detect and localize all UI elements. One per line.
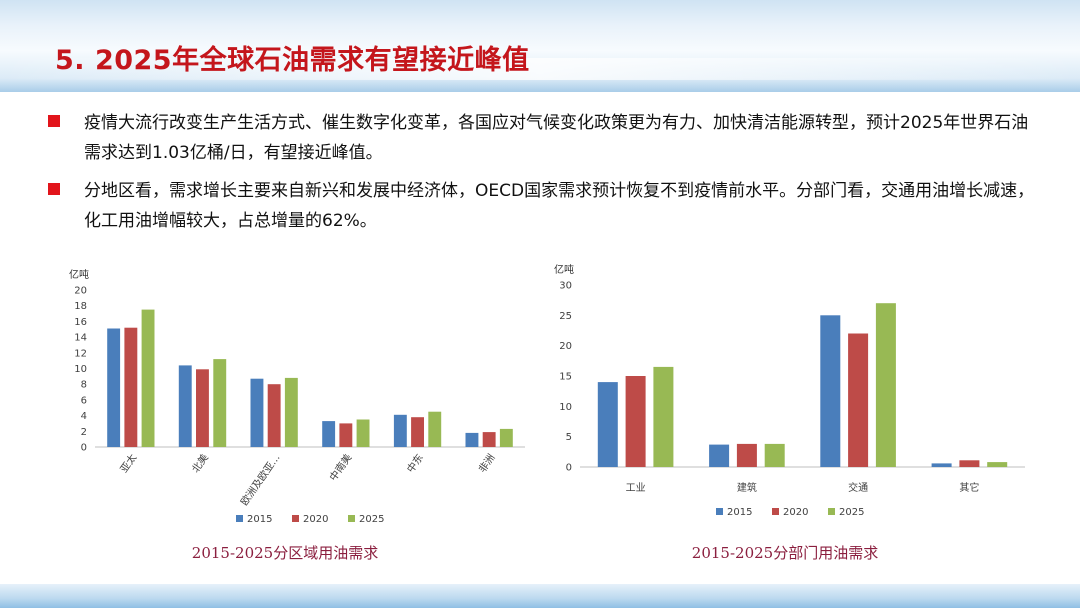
bar-2015-中南美 — [322, 421, 336, 447]
bullet-list: 疫情大流行改变生产生活方式、催生数字化变革，各国应对气候变化政策更为有力、加快清… — [48, 108, 1038, 244]
legend-label: 2020 — [783, 507, 808, 518]
legend-label: 2025 — [359, 514, 384, 525]
bar-2025-亚太 — [141, 309, 155, 447]
bar-2015-中东 — [393, 414, 407, 447]
bar-2015-工业 — [597, 382, 618, 467]
y-tick-label: 20 — [559, 341, 572, 352]
x-tick-label: 中东 — [404, 451, 426, 475]
x-tick-label: 亚太 — [117, 451, 139, 475]
y-tick-label: 18 — [74, 301, 87, 312]
y-tick-label: 10 — [559, 402, 572, 413]
x-tick-label: 工业 — [626, 482, 646, 494]
legend-swatch-2020 — [772, 508, 779, 515]
bar-2020-工业 — [625, 376, 646, 467]
bar-2015-建筑 — [709, 444, 730, 467]
y-tick-label: 16 — [74, 317, 87, 328]
region-chart-svg: 亿吨 0 2 4 6 8 10 12 14 16 18 20 亚太 北美 欧洲及欧亚… 中南美 中东 非洲 2015… — [69, 268, 525, 525]
legend-label: 2025 — [839, 507, 864, 518]
x-tick-label: 中南美 — [326, 451, 354, 483]
bullet-item: 疫情大流行改变生产生活方式、催生数字化变革，各国应对气候变化政策更为有力、加快清… — [48, 108, 1038, 168]
bar-2025-北美 — [213, 359, 227, 447]
bar-2015-亚太 — [107, 328, 121, 447]
legend-label: 2020 — [303, 514, 328, 525]
x-tick-label: 北美 — [189, 451, 211, 475]
bullet-text: 疫情大流行改变生产生活方式、催生数字化变革，各国应对气候变化政策更为有力、加快清… — [84, 113, 1029, 163]
slide-title: 5. 2025年全球石油需求有望接近峰值 — [55, 45, 530, 76]
y-tick-label: 0 — [81, 443, 87, 454]
y-tick-label: 20 — [74, 286, 87, 297]
bar-2025-工业 — [653, 366, 674, 467]
y-tick-label: 25 — [559, 311, 572, 322]
bar-2025-中南美 — [356, 419, 370, 447]
bullet-item: 分地区看，需求增长主要来自新兴和发展中经济体，OECD国家需求预计恢复不到疫情前… — [48, 176, 1038, 236]
y-tick-label: 0 — [566, 463, 572, 474]
y-tick-label: 10 — [74, 364, 87, 375]
y-axis-unit: 亿吨 — [69, 268, 89, 281]
y-axis-unit: 亿吨 — [554, 263, 574, 276]
y-tick-label: 15 — [559, 372, 572, 383]
bullet-text: 分地区看，需求增长主要来自新兴和发展中经济体，OECD国家需求预计恢复不到疫情前… — [84, 181, 1035, 231]
bar-2020-非洲 — [482, 432, 496, 447]
bar-2020-亚太 — [124, 327, 138, 447]
x-tick-label: 其它 — [959, 481, 979, 494]
legend-swatch-2025 — [828, 508, 835, 515]
banner-sheen — [0, 58, 1080, 80]
y-tick-label: 8 — [81, 380, 87, 391]
bar-2020-中南美 — [339, 423, 353, 447]
title-banner — [0, 0, 1080, 92]
x-tick-label: 非洲 — [476, 452, 497, 475]
y-tick-label: 12 — [74, 348, 87, 359]
sector-chart-title: 2015-2025分部门用油需求 — [691, 544, 879, 562]
bar-2025-非洲 — [499, 428, 513, 447]
legend-swatch-2025 — [348, 515, 355, 522]
x-tick-label: 欧洲及欧亚… — [238, 452, 282, 508]
bar-2020-欧洲及欧亚 — [267, 384, 281, 447]
y-tick-label: 4 — [81, 411, 87, 422]
y-tick-label: 5 — [566, 432, 572, 443]
y-tick-label: 2 — [81, 427, 87, 438]
bar-2025-中东 — [428, 411, 442, 447]
bar-2015-欧洲及欧亚 — [250, 378, 264, 447]
bar-2025-建筑 — [764, 443, 785, 467]
legend-swatch-2015 — [236, 515, 243, 522]
bar-2025-交通 — [875, 303, 896, 467]
square-bullet-icon — [48, 115, 60, 127]
bar-2020-北美 — [196, 369, 209, 447]
legend-label: 2015 — [247, 514, 272, 525]
region-demand-chart: 亿吨 0 2 4 6 8 10 12 14 16 18 20 亚太 北美 欧洲及欧亚… 中南美 中东 非洲 2015… — [45, 262, 525, 562]
y-tick-label: 6 — [81, 395, 87, 406]
legend-swatch-2020 — [292, 515, 299, 522]
sector-demand-chart: 亿吨 0 5 10 15 20 25 30 工业 建筑 交通 其它 2015 2020 2025 2015-… — [530, 256, 1040, 562]
bar-2015-其它 — [931, 463, 952, 467]
footer-band — [0, 584, 1080, 608]
y-tick-label: 14 — [74, 333, 87, 344]
bar-2015-非洲 — [465, 432, 479, 447]
y-tick-label: 30 — [559, 281, 572, 292]
bar-2020-其它 — [959, 460, 980, 467]
bar-2025-其它 — [987, 462, 1008, 467]
bar-2015-北美 — [178, 365, 192, 447]
x-tick-label: 交通 — [848, 481, 868, 494]
legend-swatch-2015 — [716, 508, 723, 515]
region-chart-title: 2015-2025分区域用油需求 — [191, 544, 379, 562]
legend-label: 2015 — [727, 507, 752, 518]
bar-2015-交通 — [820, 315, 841, 467]
bar-2020-交通 — [848, 333, 869, 467]
x-tick-label: 建筑 — [737, 481, 757, 494]
bar-2025-欧洲及欧亚 — [284, 377, 298, 447]
square-bullet-icon — [48, 183, 60, 195]
bar-2020-中东 — [411, 417, 424, 447]
bar-2020-建筑 — [736, 443, 757, 467]
